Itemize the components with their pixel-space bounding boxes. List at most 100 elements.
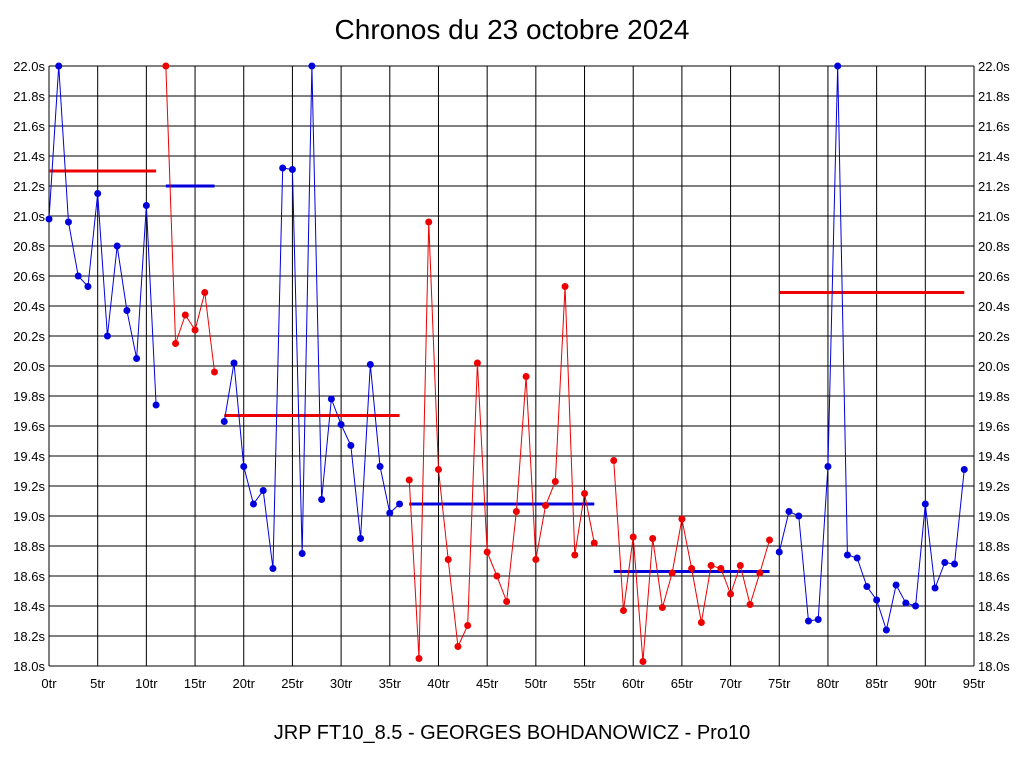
y-tick-label-right: 20.6s (978, 269, 1010, 284)
x-tick-label: 85tr (865, 676, 888, 691)
data-point (843, 551, 851, 559)
y-tick-label-left: 21.8s (13, 89, 45, 104)
data-point (288, 166, 296, 173)
data-point (133, 355, 141, 362)
y-tick-label-left: 19.4s (13, 449, 45, 464)
data-point (240, 463, 248, 470)
data-point (308, 62, 316, 70)
x-tick-label: 60tr (622, 676, 645, 691)
y-tick-label-right: 20.8s (978, 239, 1010, 254)
y-tick-label-right: 19.4s (978, 449, 1010, 464)
y-tick-label-left: 20.6s (13, 269, 45, 284)
y-tick-label-left: 20.0s (13, 359, 45, 374)
y-tick-label-left: 21.0s (13, 209, 45, 224)
data-point (74, 272, 82, 280)
data-point (951, 560, 959, 568)
y-tick-label-right: 21.6s (978, 119, 1010, 134)
x-tick-label: 75tr (768, 676, 791, 691)
data-point (464, 622, 472, 629)
chart-caption: JRP FT10_8.5 - GEORGES BOHDANOWICZ - Pro… (273, 722, 751, 744)
data-point (84, 283, 92, 290)
data-point (259, 487, 267, 494)
data-point (912, 602, 920, 610)
x-tick-label: 0tr (41, 676, 57, 691)
data-point (551, 478, 559, 485)
y-tick-label-left: 21.6s (13, 119, 45, 134)
data-point (542, 502, 550, 509)
data-point (327, 395, 335, 403)
data-point (532, 556, 540, 563)
y-tick-label-right: 18.0s (978, 659, 1010, 674)
series-line (48, 65, 157, 406)
chart-title: Chronos du 23 octobre 2024 (334, 14, 690, 45)
data-point (366, 361, 374, 368)
y-tick-label-right: 22.0s (978, 59, 1010, 74)
y-tick-label-right: 21.2s (978, 179, 1010, 194)
y-tick-label-left: 19.2s (13, 479, 45, 494)
data-point (493, 572, 501, 580)
data-point (269, 565, 277, 572)
x-tick-label: 45tr (476, 676, 499, 691)
series-line (613, 460, 771, 662)
data-point (639, 658, 647, 665)
y-tick-label-left: 21.2s (13, 179, 45, 194)
data-point (688, 565, 696, 572)
data-point (386, 509, 394, 517)
data-point (785, 508, 793, 515)
data-point (512, 508, 520, 515)
data-point (347, 442, 355, 449)
data-point (444, 556, 452, 563)
data-point (425, 218, 433, 226)
data-point (318, 496, 326, 503)
data-point (45, 215, 53, 223)
data-point (581, 490, 589, 497)
y-tick-label-left: 18.2s (13, 629, 45, 644)
data-point (230, 359, 238, 367)
data-point (113, 242, 121, 250)
y-tick-label-right: 21.4s (978, 149, 1010, 164)
y-tick-label-left: 19.0s (13, 509, 45, 524)
data-point (571, 551, 579, 559)
x-tick-label: 70tr (719, 676, 742, 691)
data-point (775, 548, 783, 556)
data-point (824, 463, 832, 470)
data-point (454, 643, 462, 650)
data-point (629, 533, 637, 541)
x-tick-label: 65tr (671, 676, 694, 691)
y-tick-label-right: 21.8s (978, 89, 1010, 104)
y-tick-label-right: 18.6s (978, 569, 1010, 584)
data-point (396, 500, 404, 508)
y-tick-label-right: 19.8s (978, 389, 1010, 404)
y-tick-label-left: 22.0s (13, 59, 45, 74)
data-point (434, 466, 442, 473)
data-point (162, 62, 170, 70)
data-point (405, 476, 413, 484)
x-tick-label: 30tr (330, 676, 353, 691)
data-point (873, 596, 881, 604)
data-point (658, 604, 666, 611)
x-tick-label: 25tr (281, 676, 304, 691)
data-point (64, 218, 72, 226)
x-tick-label: 50tr (525, 676, 548, 691)
data-point (152, 401, 160, 409)
x-tick-label: 5tr (90, 676, 106, 691)
x-tick-label: 15tr (184, 676, 207, 691)
y-tick-label-left: 19.6s (13, 419, 45, 434)
y-tick-label-right: 19.6s (978, 419, 1010, 434)
x-tick-label: 90tr (914, 676, 937, 691)
data-point (561, 283, 569, 290)
y-tick-label-right: 19.2s (978, 479, 1010, 494)
series-line (165, 65, 216, 373)
x-tick-label: 20tr (233, 676, 256, 691)
data-point (902, 599, 910, 607)
data-point (337, 421, 345, 428)
data-point (590, 539, 598, 547)
data-point (668, 569, 676, 577)
data-point (892, 581, 900, 589)
data-point (249, 500, 257, 508)
data-point (357, 535, 365, 542)
data-point (941, 559, 949, 566)
data-point (678, 515, 686, 523)
data-point (727, 590, 735, 598)
